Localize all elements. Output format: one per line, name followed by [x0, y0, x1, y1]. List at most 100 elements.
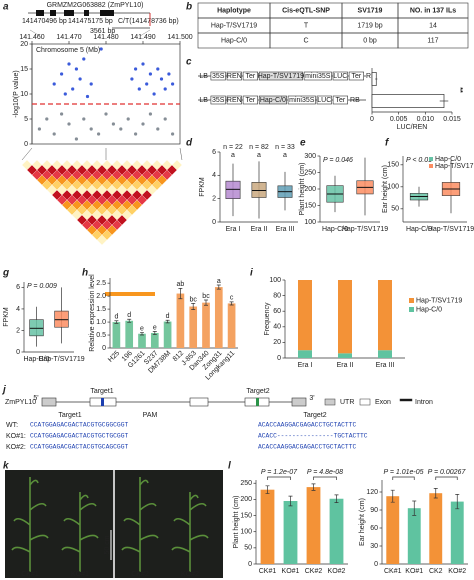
point — [63, 92, 67, 96]
table-header: SV1719 — [358, 7, 383, 14]
p-value: P = 1.01e-05 — [383, 469, 423, 476]
construct-part — [242, 95, 259, 105]
error-bar — [204, 299, 208, 306]
exon — [50, 10, 56, 16]
bracket — [435, 476, 458, 480]
bar — [329, 498, 344, 564]
x-tick-label: Hap-C/0 — [406, 226, 432, 233]
sequence: CCATGGAGACGACTACGTGCGGCGGT — [30, 422, 128, 429]
y-tick-label: 100 — [387, 184, 399, 191]
table-cell-text: 117 — [427, 37, 438, 44]
table-cell-text: C — [303, 37, 308, 44]
construct-label: Ter — [246, 97, 256, 104]
y-tick-label: 60 — [370, 525, 378, 532]
point — [171, 82, 175, 86]
point — [137, 87, 141, 91]
y-tick-label: 60 — [273, 308, 281, 315]
scale-label: 50 cm — [104, 535, 111, 554]
plant — [11, 477, 49, 572]
y-tick-label: 0 — [277, 355, 281, 362]
letter: ab — [177, 281, 185, 288]
exon — [36, 10, 44, 16]
point — [163, 117, 167, 121]
y-tick-label: 0 — [248, 561, 252, 568]
panel-label: j — [1, 385, 6, 396]
p-value: P = 1.2e-07 — [261, 469, 298, 476]
table-cell-text: 1719 bp — [357, 22, 382, 29]
bracket — [392, 476, 415, 480]
legend-swatch — [429, 164, 433, 168]
error-bar — [114, 320, 119, 324]
ld-cell — [171, 159, 183, 171]
y-tick-label: 0 — [102, 345, 106, 352]
zoom-lines — [29, 29, 151, 37]
point — [37, 127, 42, 131]
legend-label: Exon — [375, 399, 391, 406]
y-axis-label: Plant height (cm) — [299, 163, 306, 216]
x-tick-label: Era III — [276, 226, 295, 233]
y-tick-label: 15 — [20, 66, 28, 73]
y-tick-label: 1.0 — [96, 319, 106, 326]
point — [111, 122, 115, 126]
legend-swatch — [359, 398, 371, 406]
legend-swatch — [324, 398, 336, 406]
x-tick-label: H25 — [107, 350, 121, 364]
y-tick-label: 10 — [20, 91, 28, 98]
legend-swatch — [429, 157, 433, 161]
panel-label: a — [3, 2, 9, 13]
error-bar — [165, 319, 170, 324]
x-tick-label: 0.005 — [390, 116, 408, 123]
exon — [84, 10, 89, 16]
error-bar — [178, 288, 183, 300]
legend-label: UTR — [340, 399, 354, 406]
point — [67, 122, 71, 126]
gene-end: 141475175 bp — [68, 18, 113, 25]
x-tick-label: CK2 — [429, 568, 443, 575]
y-tick-label: 50 — [391, 206, 399, 213]
plant — [61, 492, 99, 572]
construct-label: Hap-T/SV1719 — [258, 73, 304, 80]
y-tick-label: 20 — [273, 339, 281, 346]
point — [141, 62, 145, 66]
bar — [189, 306, 198, 348]
bar — [386, 496, 400, 564]
point — [89, 82, 93, 86]
point — [74, 137, 78, 141]
construct-label: LUC — [317, 97, 331, 104]
panel-label: h — [82, 268, 88, 279]
error-bar — [390, 489, 395, 503]
legend-swatch — [409, 298, 414, 303]
point — [104, 112, 108, 116]
letter: a — [231, 152, 235, 159]
photo-label: CK#1 — [21, 571, 39, 578]
x-tick-label: CK#1 — [384, 568, 402, 575]
letter: d — [127, 312, 131, 319]
x-tick-label: Hap-C/0 — [322, 226, 348, 233]
x-tick-label: KO#1 — [282, 568, 300, 575]
letter: d — [166, 313, 170, 320]
point — [152, 92, 156, 96]
bar-segment — [298, 280, 312, 351]
construct-part — [303, 71, 332, 81]
x-tick-label: KO#1 — [405, 568, 423, 575]
x-tick-label: CK#2 — [305, 568, 323, 575]
photo-label: KO#1 — [71, 571, 89, 578]
p-value: P = 0.00267 — [428, 469, 467, 476]
construct-part — [210, 71, 226, 81]
point — [159, 77, 164, 81]
legend-label: Intron — [415, 399, 433, 406]
legend-swatch — [409, 307, 414, 312]
table-header: Haplotype — [217, 7, 251, 14]
x-tick-label: 0.015 — [443, 116, 461, 123]
x-axis-label: LUC/REN — [397, 124, 428, 131]
row-label: KO#2: — [6, 444, 26, 451]
row-label: WT: — [6, 422, 18, 429]
exon — [189, 397, 209, 407]
exon — [41, 397, 57, 407]
box — [29, 319, 44, 337]
bar — [125, 320, 134, 348]
construct-label: Ter — [246, 73, 256, 80]
y-axis-label: -log10(P value) — [13, 70, 20, 117]
error-bar — [140, 332, 144, 336]
p-value: P < 0.01 — [406, 157, 432, 164]
